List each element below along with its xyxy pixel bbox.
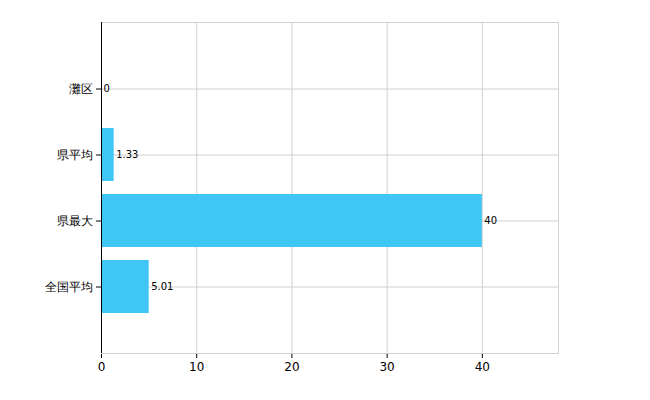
svg-text:20: 20	[284, 360, 299, 374]
svg-text:県最大: 県最大	[57, 214, 93, 228]
svg-text:5.01: 5.01	[151, 281, 173, 292]
svg-text:全国平均: 全国平均	[45, 280, 93, 294]
svg-text:30: 30	[379, 360, 394, 374]
svg-text:県平均: 県平均	[57, 148, 93, 162]
svg-text:10: 10	[189, 360, 204, 374]
svg-text:40: 40	[484, 215, 497, 226]
svg-text:0: 0	[104, 83, 110, 94]
svg-text:灘区: 灘区	[69, 82, 93, 96]
svg-text:1.33: 1.33	[116, 149, 138, 160]
svg-text:0: 0	[98, 360, 106, 374]
svg-text:40: 40	[475, 360, 490, 374]
